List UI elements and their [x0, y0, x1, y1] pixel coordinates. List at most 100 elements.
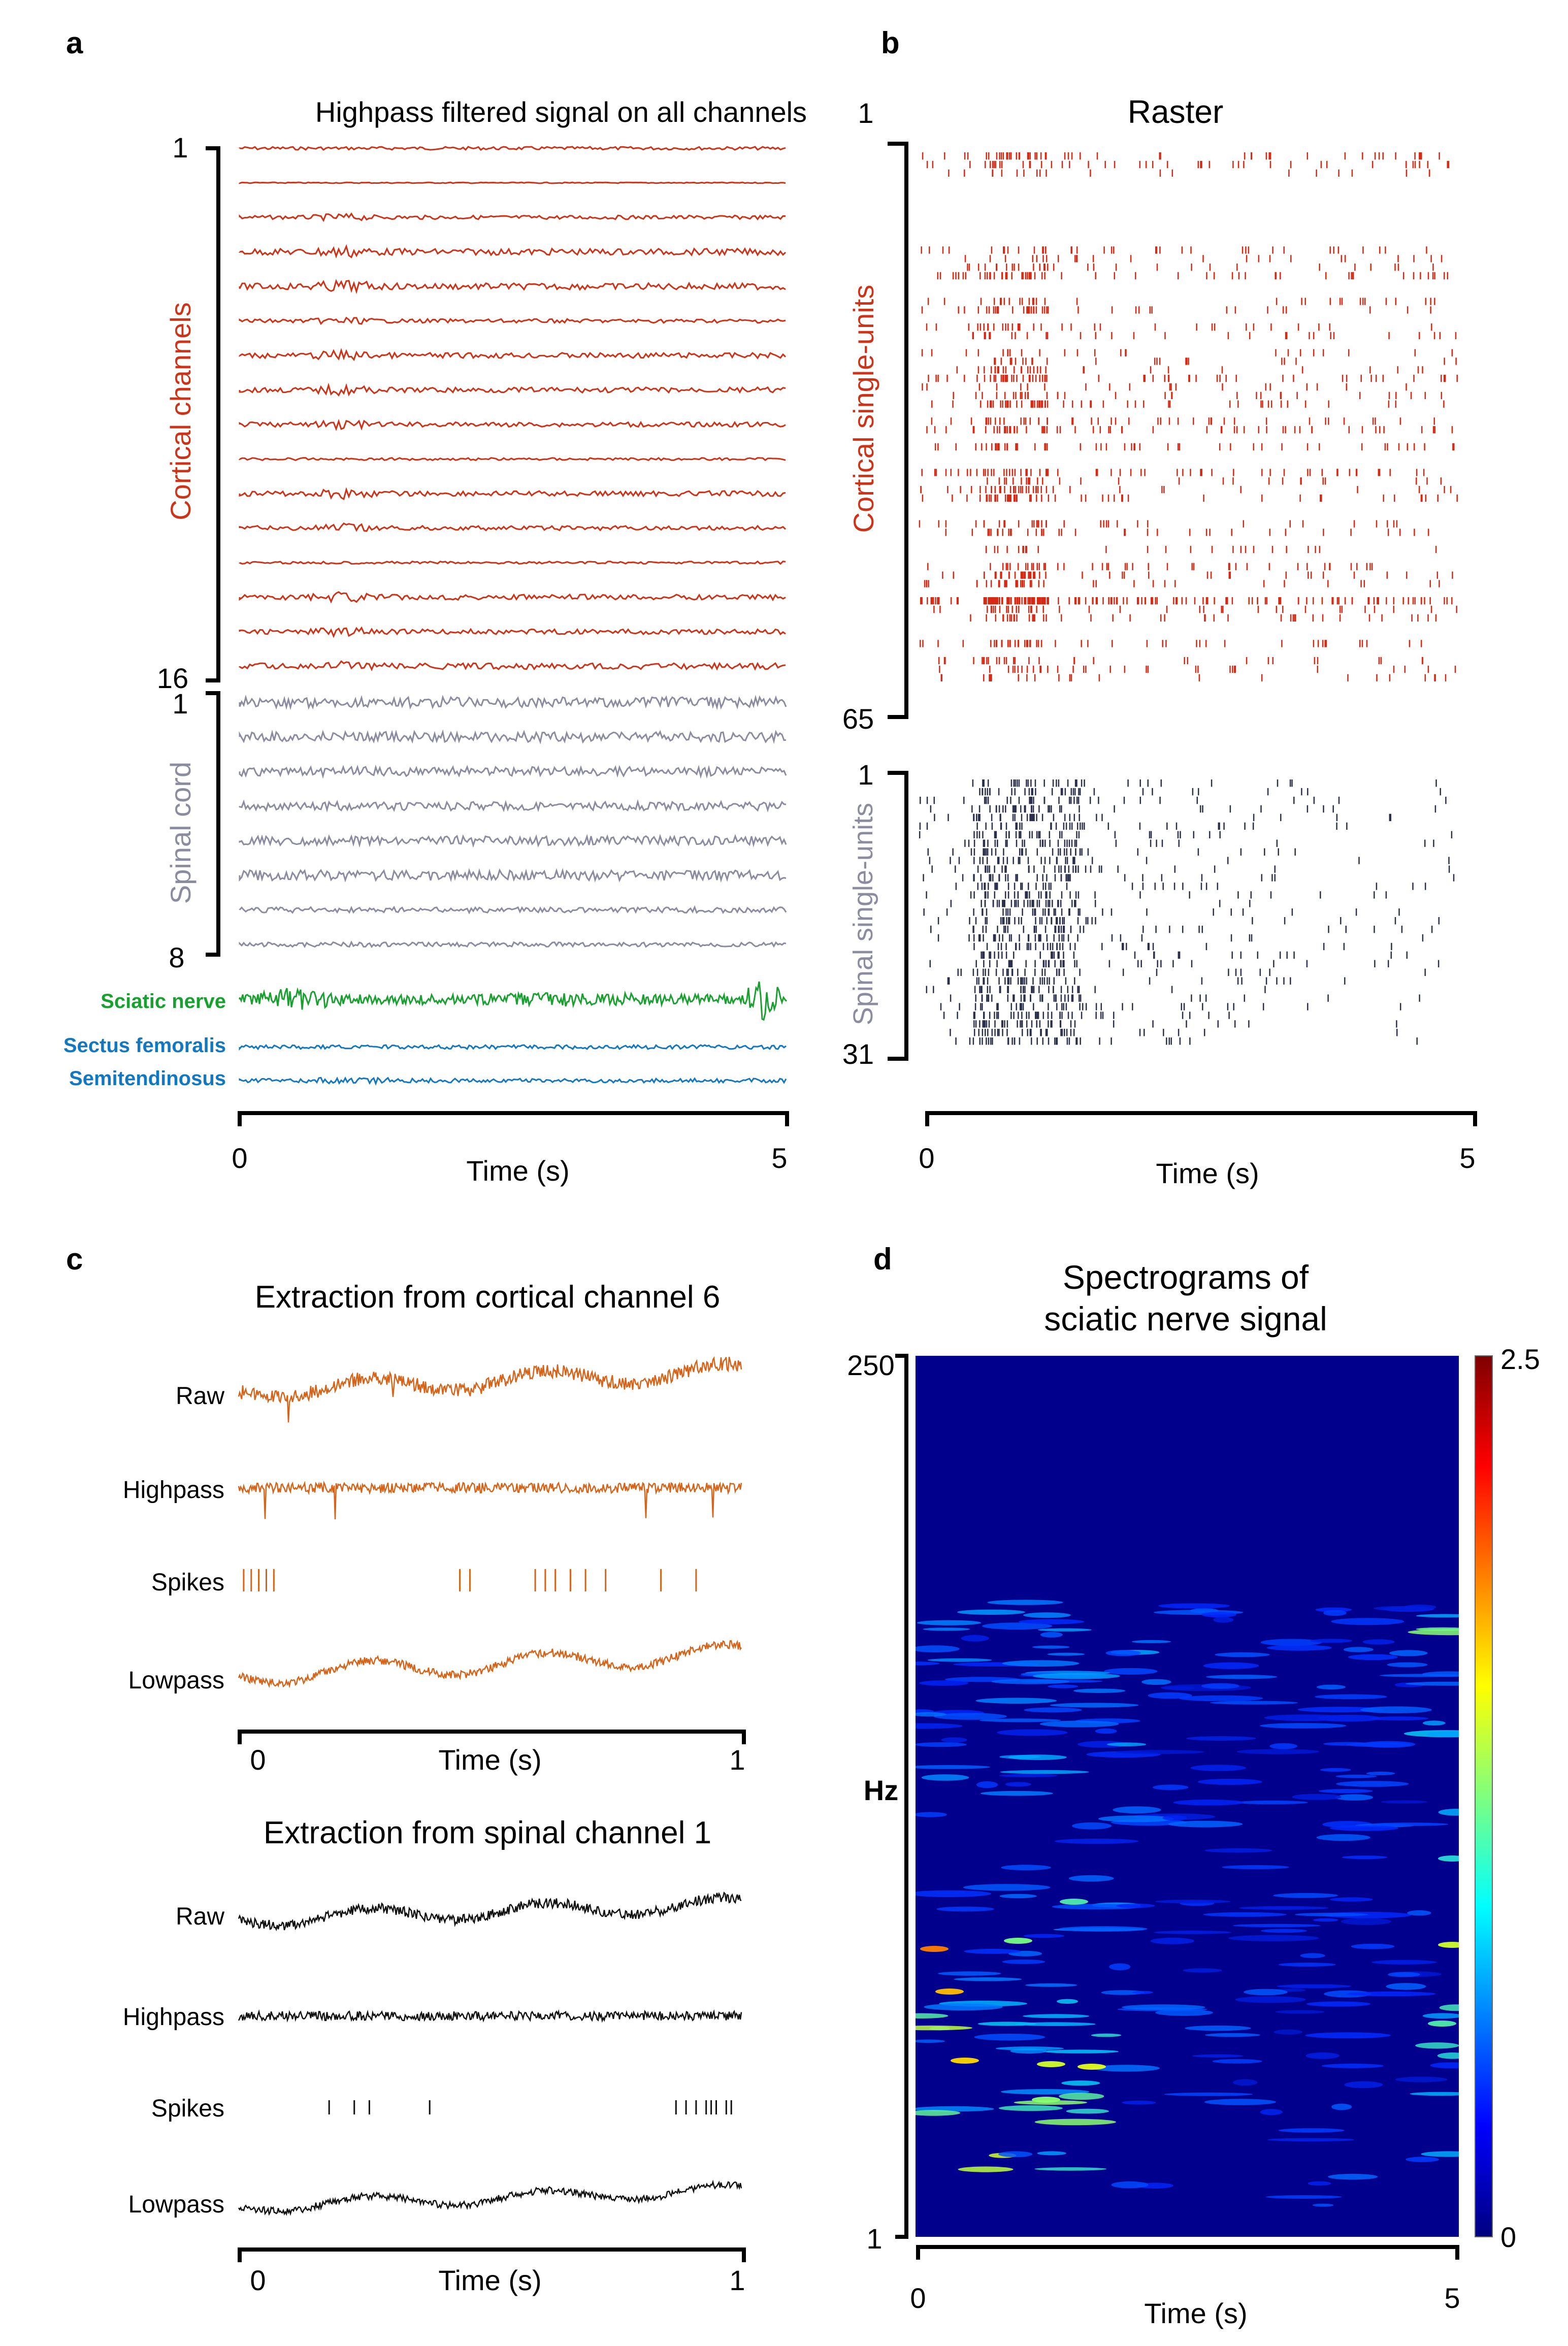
spectrogram-blob: [1395, 2076, 1448, 2082]
spectrogram-blob: [1091, 2033, 1122, 2037]
panel-d-ytick-top: 250: [847, 1349, 894, 1381]
spectrogram-blob: [1179, 1695, 1263, 1702]
spectrogram-blob: [1260, 1723, 1347, 1729]
panel-letter-b: b: [881, 26, 900, 60]
spectrogram-blob: [1164, 2092, 1253, 2096]
spinal-trace-1: [239, 694, 787, 710]
spectrogram-blob: [1422, 1720, 1446, 1725]
spectrogram-blob: [1422, 2013, 1459, 2019]
spectrogram-blob: [1228, 1935, 1319, 1941]
spectrogram-blob: [1239, 1906, 1329, 1910]
spectrogram-blob: [1192, 2054, 1244, 2058]
spectrogram-blob: [1267, 2138, 1355, 2142]
cortical-trace-14: [239, 591, 786, 604]
spectrogram-blob: [1273, 1893, 1338, 1898]
spectrogram-blob: [1439, 2004, 1459, 2011]
spectrogram-blob: [1260, 1929, 1308, 1933]
spectrogram-blob: [1294, 1912, 1368, 1916]
panel-b-cortical-start: 1: [858, 97, 873, 129]
panel-d: Spectrograms of sciatic nerve signal 250…: [847, 1258, 1540, 2329]
spectrogram-blob: [916, 1765, 991, 1769]
panel-d-xtick-1: 5: [1444, 2282, 1460, 2314]
spectrogram-blob: [1032, 1645, 1070, 1649]
spectrogram-blob: [1111, 2181, 1149, 2189]
spinal-raw-trace: [238, 1892, 742, 1932]
spectrogram-blob: [1265, 2195, 1342, 2199]
spectrogram-blob: [1050, 1703, 1139, 1708]
cortical-lowpass-trace: [238, 1640, 742, 1688]
spectrogram-blob: [976, 1781, 998, 1788]
cortical-trace-7: [239, 348, 787, 362]
cortical-trace-1: [239, 146, 786, 151]
spectrogram-blob: [1072, 1822, 1112, 1830]
spectrogram-blob: [1061, 2080, 1100, 2086]
spectrogram-blob: [1331, 1618, 1404, 1625]
spectrogram-blob: [1305, 2052, 1340, 2059]
spectrogram-blob: [1331, 2103, 1352, 2110]
panel-b-cortical-bracket: [888, 142, 908, 719]
spectrogram-blob: [1415, 2042, 1459, 2049]
spectrogram-blob: [1201, 1612, 1236, 1618]
spectrogram-blob: [1244, 1989, 1288, 1996]
panel-a-spinal-bracket: [206, 691, 220, 957]
panel-c-xtick-0-1: 0: [250, 1744, 266, 1776]
cortical-trace-2: [239, 181, 786, 184]
spectrogram-blob: [916, 2110, 961, 2116]
panel-a-title: Highpass filtered signal on all channels: [315, 96, 807, 128]
spectrogram-blob: [1379, 1674, 1459, 1677]
spectrogram-blob: [1077, 1741, 1129, 1748]
panel-d-xlabel: Time (s): [1144, 2297, 1247, 2329]
spectrogram-background: [916, 1356, 1459, 2237]
spectrogram-blob: [1232, 1924, 1321, 1928]
panel-c-row-highpass-1: Highpass: [123, 1477, 224, 1504]
spectrogram-blob: [1092, 2065, 1160, 2072]
panel-b-xlabel: Time (s): [1156, 1157, 1259, 1189]
panel-a-cortical-label: Cortical channels: [165, 302, 197, 520]
panel-b-spinal-start: 1: [858, 759, 873, 791]
panel-b-x-axis: [925, 1111, 1477, 1126]
spectrogram-blob: [916, 1742, 967, 1747]
panel-a-nerve-label: Sciatic nerve: [101, 990, 226, 1013]
spectrogram-blob: [1122, 2004, 1205, 2010]
spectrogram-blob: [1131, 1640, 1171, 1643]
panel-a-muscle-1-label: Sectus femoralis: [63, 1034, 226, 1057]
spectrogram-blob: [1343, 1647, 1374, 1652]
spectrogram-blob: [1320, 1768, 1351, 1772]
spectrogram-blob: [1205, 1675, 1278, 1679]
spectrogram-blob: [1421, 2151, 1459, 2157]
spectrogram-blob: [916, 1890, 992, 1897]
spectrogram-blob: [957, 1609, 1025, 1615]
panel-a-xlabel: Time (s): [466, 1155, 569, 1187]
spectrogram-blob: [1122, 2100, 1156, 2105]
spectrogram-blob: [1058, 1926, 1148, 1932]
spectrogram-blob: [916, 2025, 973, 2031]
panel-d-xtick-0: 0: [910, 2282, 926, 2314]
spectrogram-blobs: [916, 1600, 1459, 2207]
muscle-trace-1: [239, 1044, 787, 1051]
spectrogram-blob: [916, 2039, 945, 2043]
cortical-trace-5: [239, 279, 786, 295]
spectrogram-blob: [1381, 1800, 1427, 1804]
spectrogram-blob: [1105, 1650, 1141, 1656]
spectrogram-hotspot: [1077, 2064, 1106, 2070]
spectrogram-blob: [1348, 1654, 1398, 1660]
spectrogram-blob: [927, 1658, 992, 1662]
panel-b: Raster 1 65 1 31 Cortical single-units S…: [842, 93, 1477, 1189]
spectrogram-blob: [1034, 2119, 1116, 2126]
spectrogram-blob: [1068, 1875, 1114, 1882]
spectrogram-blob: [916, 1712, 946, 1717]
spectrogram-blob: [1346, 1991, 1436, 1997]
panel-b-raster: [919, 152, 1458, 1045]
spectrogram-blob: [1277, 1984, 1352, 1989]
panel-a-cortical-end: 16: [157, 662, 188, 694]
spectrogram-blob: [1386, 1983, 1426, 1990]
spectrogram-blob: [1116, 1750, 1204, 1754]
spectrogram-blob: [1000, 2089, 1090, 2095]
panel-d-y-axis: [895, 1354, 908, 2239]
spectrogram-blob: [916, 1661, 940, 1666]
spectrogram-blob: [1023, 1612, 1071, 1618]
panel-a-muscle-2-label: Semitendinosus: [69, 1067, 226, 1090]
spectrogram-blob: [1278, 2128, 1345, 2133]
spectrogram-blob: [1416, 1627, 1459, 1631]
spectrogram-blob: [941, 1737, 967, 1743]
